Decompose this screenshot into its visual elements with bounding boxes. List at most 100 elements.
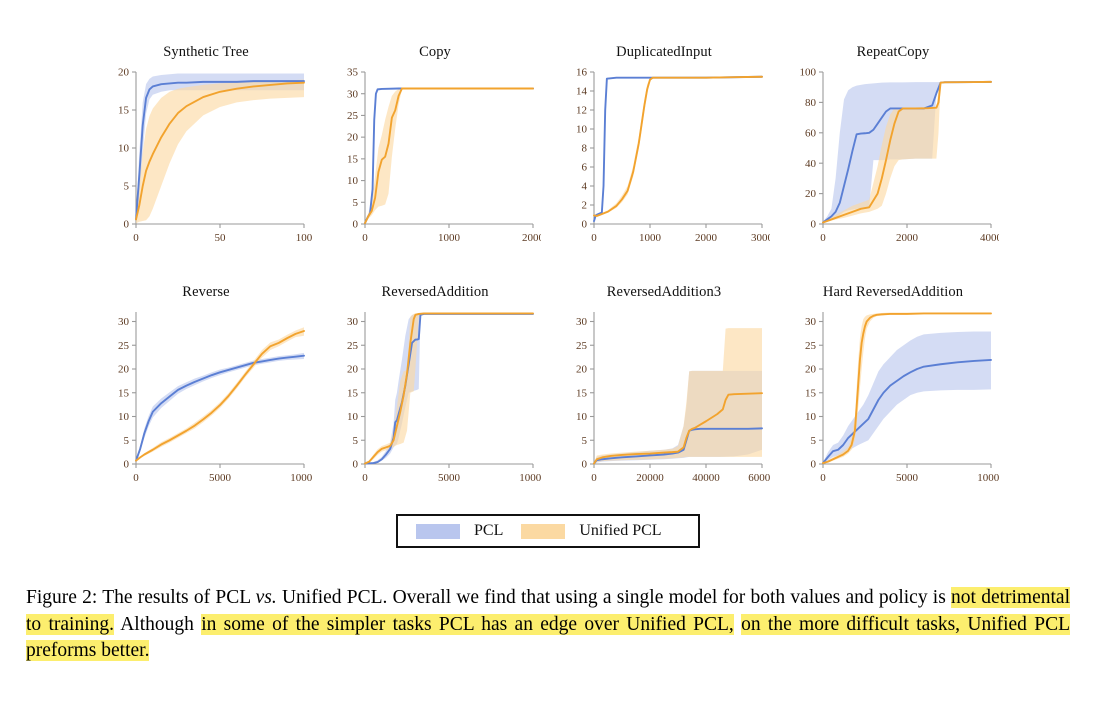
y-tick-label: 2 [582, 200, 588, 212]
x-tick-label: 2000 [522, 232, 541, 244]
y-tick-label: 10 [118, 143, 130, 155]
figure-caption: Figure 2: The results of PCL vs. Unified… [26, 585, 1070, 665]
x-tick-label: 5000 [438, 472, 461, 484]
y-tick-label: 5 [353, 197, 359, 209]
plot-area: 0 5 10 15 20 25 30 0 5000 10000 [118, 312, 312, 484]
y-tick-label: 0 [124, 459, 130, 471]
y-tick-label: 0 [582, 219, 588, 231]
y-tick-label: 25 [347, 110, 359, 122]
series-line [593, 427, 763, 465]
panel-title: ReversedAddition3 [606, 284, 722, 300]
series-line [822, 312, 992, 464]
confidence-band [365, 313, 533, 464]
panel-copy: Copy 0 5 10 15 20 25 30 35 0 1000 2000 [329, 44, 541, 258]
confidence-band [136, 352, 304, 462]
x-tick-label: 5000 [209, 472, 232, 484]
y-tick-label: 5 [124, 181, 130, 193]
x-tick-label: 0 [820, 232, 826, 244]
panel-reverse: Reverse 0 5 10 15 20 25 30 0 5000 10000 [100, 284, 312, 498]
panel-reversedaddition: ReversedAddition 0 5 10 15 20 25 30 0 5000 10000 [329, 284, 541, 498]
y-tick-label: 5 [582, 435, 588, 447]
y-tick-label: 20 [347, 364, 359, 376]
x-tick-label: 10000 [290, 472, 312, 484]
series-line [822, 80, 992, 224]
panel-title: Reverse [182, 284, 230, 300]
series-line [593, 392, 763, 465]
y-tick-label: 4 [582, 181, 588, 193]
y-tick-label: 0 [353, 459, 359, 471]
x-tick-label: 1000 [438, 232, 461, 244]
panel-title: Synthetic Tree [163, 44, 249, 60]
y-tick-label: 25 [576, 340, 588, 352]
panel-repeatcopy: RepeatCopy 0 20 40 60 80 100 0 2000 4000 [787, 44, 1000, 258]
y-tick-label: 20 [118, 67, 130, 79]
x-tick-label: 60000 [748, 472, 770, 484]
y-tick-label: 80 [805, 97, 817, 109]
series-line [822, 359, 992, 464]
y-tick-label: 15 [118, 387, 130, 399]
x-tick-label: 0 [362, 232, 368, 244]
y-tick-label: 15 [576, 387, 588, 399]
caption-text-3: Although [114, 613, 202, 635]
y-tick-label: 30 [347, 316, 359, 328]
y-tick-label: 30 [576, 316, 588, 328]
y-tick-label: 8 [582, 143, 588, 155]
caption-text-1: The results of PCL [97, 587, 256, 608]
series-line [593, 75, 763, 217]
x-tick-label: 20000 [636, 472, 664, 484]
y-tick-label: 12 [576, 105, 587, 117]
y-tick-label: 10 [347, 411, 359, 423]
confidence-band [365, 88, 533, 224]
figure-legend: PCL Unified PCL [396, 514, 700, 548]
confidence-band [594, 328, 762, 464]
y-tick-label: 0 [353, 219, 359, 231]
confidence-band [594, 76, 762, 217]
caption-text-2: Unified PCL. Overall we find that using … [276, 587, 952, 608]
y-tick-label: 15 [118, 105, 130, 117]
y-tick-label: 5 [811, 435, 817, 447]
x-tick-label: 50 [215, 232, 227, 244]
y-tick-label: 100 [800, 67, 817, 79]
y-tick-label: 10 [118, 411, 130, 423]
series-line [364, 312, 534, 465]
x-tick-label: 3000 [751, 232, 770, 244]
y-tick-label: 5 [124, 435, 130, 447]
legend-swatch-unified-pcl [521, 523, 566, 539]
panel-title: Copy [419, 44, 451, 60]
y-tick-label: 0 [811, 219, 817, 231]
plot-area: 0 20 40 60 80 100 0 2000 4000 [800, 67, 1000, 244]
x-tick-label: 10000 [519, 472, 541, 484]
caption-highlight-2: in some of the simpler tasks PCL has an … [201, 613, 734, 635]
panel-title: Hard ReversedAddition [822, 284, 964, 300]
series-line [135, 81, 305, 221]
x-tick-label: 0 [133, 472, 139, 484]
plot-area: 0 5 10 15 20 0 50 100 [118, 67, 312, 244]
x-tick-label: 40000 [692, 472, 720, 484]
y-tick-label: 10 [347, 175, 359, 187]
confidence-band [823, 331, 991, 464]
y-tick-label: 10 [576, 411, 588, 423]
y-tick-label: 0 [124, 219, 130, 231]
caption-italic-vs: vs. [255, 587, 277, 608]
x-tick-label: 100 [296, 232, 312, 244]
series-line [135, 330, 305, 462]
x-tick-label: 0 [591, 232, 597, 244]
x-tick-label: 1000 [639, 232, 662, 244]
y-tick-label: 25 [347, 340, 359, 352]
y-tick-label: 20 [576, 364, 588, 376]
y-tick-label: 6 [582, 162, 588, 174]
y-tick-label: 15 [347, 153, 359, 165]
series-line [822, 80, 992, 224]
x-tick-label: 2000 [695, 232, 718, 244]
x-tick-label: 0 [591, 472, 597, 484]
panel-reversedaddition3: ReversedAddition3 0 5 10 15 20 25 30 0 20000 40000… [558, 284, 770, 498]
panel-grid: Synthetic Tree 0 5 10 15 20 0 50 100 Copy 0 5 10 15 20… [100, 44, 1000, 498]
x-tick-label: 0 [362, 472, 368, 484]
legend-label-pcl: PCL [474, 522, 504, 539]
panel-title: RepeatCopy [856, 44, 930, 60]
panel-title: DuplicatedInput [616, 44, 712, 60]
y-tick-label: 20 [805, 188, 817, 200]
legend-entry-unified-pcl: Unified PCL [503, 516, 662, 546]
y-tick-label: 15 [805, 387, 817, 399]
